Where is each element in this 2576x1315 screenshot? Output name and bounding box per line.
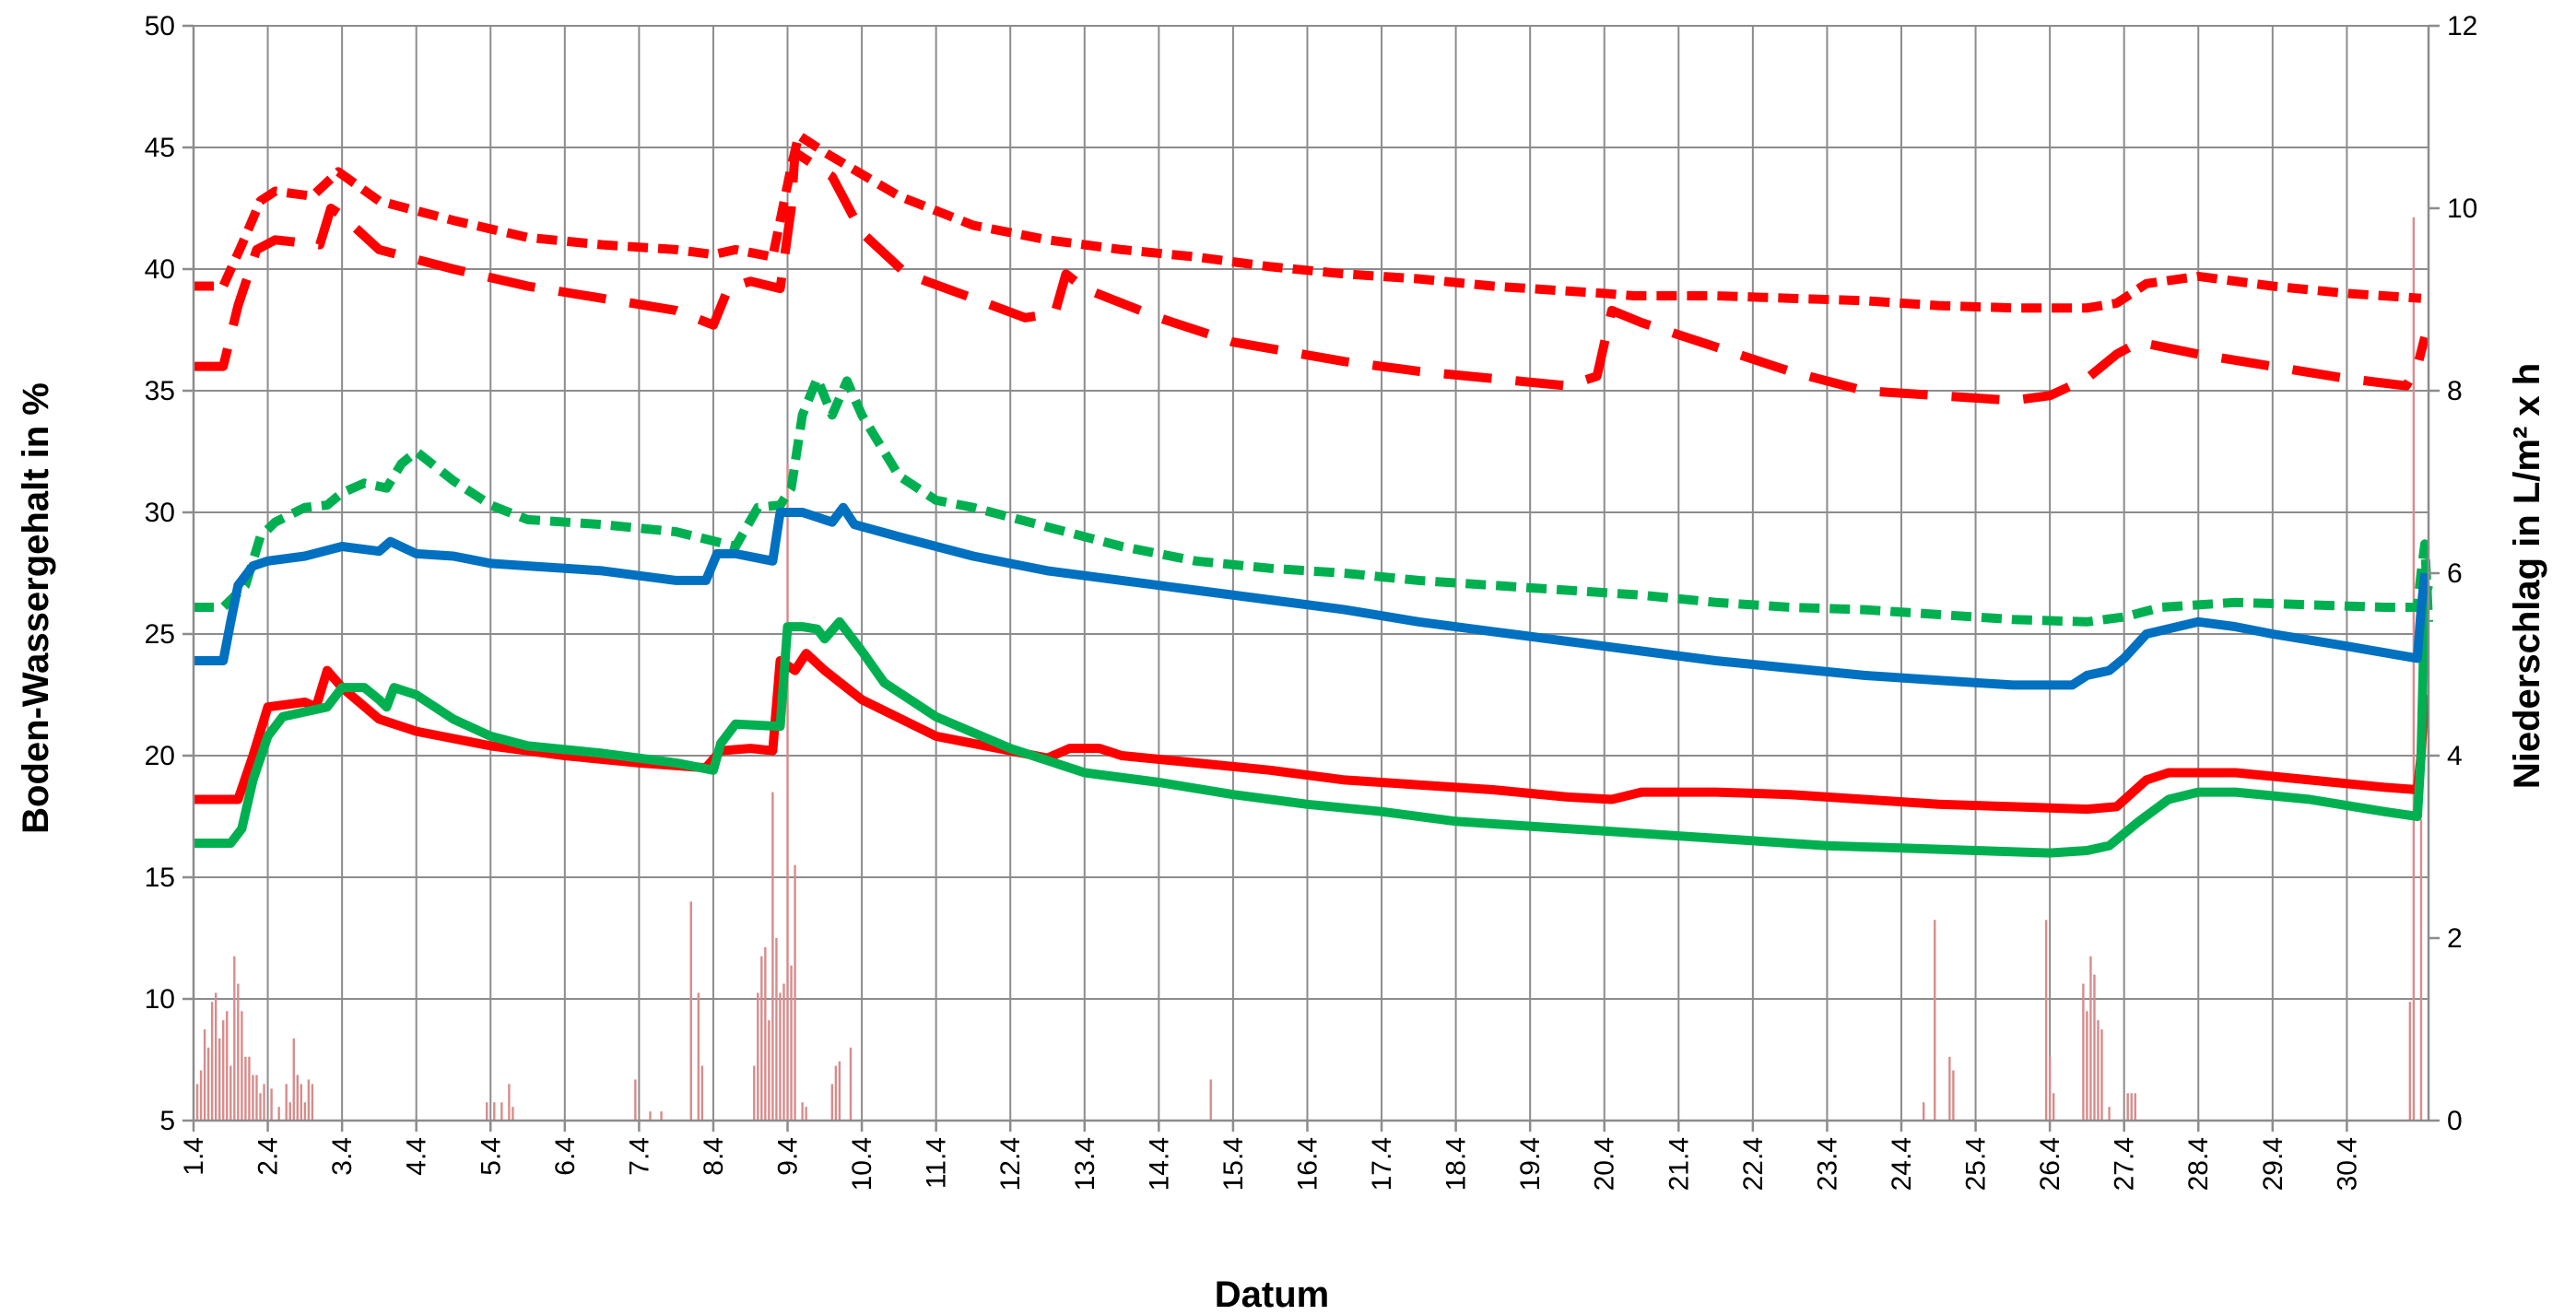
x-tick-label: 29.4	[2258, 1137, 2288, 1191]
y2-tick-label: 6	[2447, 558, 2463, 589]
y2-tick-label: 4	[2447, 741, 2463, 771]
gridlines	[193, 25, 2429, 1121]
series-line-3	[194, 649, 2429, 815]
x-tick-label: 1.4	[179, 1137, 209, 1176]
y-tick-label: 15	[145, 863, 175, 893]
x-tick-label: 23.4	[1812, 1137, 1842, 1191]
x-tick-label: 13.4	[1070, 1137, 1100, 1191]
x-tick-label: 5.4	[476, 1137, 506, 1176]
x-tick-label: 9.4	[773, 1137, 804, 1176]
x-tick-labels: 1.4 2.4 3.4 4.4 5.4 6.4 7.4 8.4 9.4 10.4 11.4 12.4 1…	[179, 1137, 2362, 1191]
x-tick-label: 15.4	[1218, 1137, 1249, 1191]
y2-tick-labels: 0 2 4 6 8 10 12	[2447, 11, 2477, 1136]
y2-tick-label: 0	[2447, 1106, 2463, 1136]
x-tick-label: 20.4	[1590, 1137, 1620, 1191]
y2-tick-label: 2	[2447, 923, 2463, 954]
series-line-6	[194, 502, 2429, 690]
x-tick-label: 17.4	[1367, 1137, 1397, 1191]
x-tick-label: 14.4	[1144, 1137, 1174, 1191]
x-tick-label: 19.4	[1515, 1137, 1546, 1191]
series-line-5	[194, 583, 2433, 858]
y-tick-labels: 5 10 15 20 25 30 35 40 45 50	[145, 11, 175, 1136]
x-tick-label: 27.4	[2110, 1137, 2140, 1191]
x-tick-label: 10.4	[847, 1137, 877, 1191]
x-tick-label: 16.4	[1292, 1137, 1323, 1191]
y-tick-label: 40	[145, 254, 175, 285]
y-tick-label: 50	[145, 11, 175, 41]
y-tick-label: 5	[159, 1106, 175, 1136]
series-line-4	[194, 373, 2433, 627]
y-tick-label: 10	[145, 984, 175, 1015]
y2-axis-title: Niederschlag in L/m² x h	[2507, 363, 2547, 789]
x-tick-label: 8.4	[699, 1137, 729, 1176]
y-tick-label: 45	[145, 133, 175, 163]
y2-tick-label: 8	[2447, 376, 2463, 406]
y2-tick-label: 10	[2447, 194, 2477, 224]
y-tick-label: 30	[145, 498, 175, 528]
x-tick-label: 3.4	[327, 1137, 358, 1176]
x-tick-label: 6.4	[550, 1137, 581, 1176]
y-tick-label: 20	[145, 741, 175, 771]
x-tick-label: 24.4	[1887, 1137, 1917, 1191]
x-tick-label: 21.4	[1664, 1137, 1694, 1191]
axes	[182, 24, 2440, 1132]
y-tick-label: 35	[145, 376, 175, 406]
x-tick-label: 28.4	[2183, 1137, 2214, 1191]
y2-tick-label: 12	[2447, 11, 2477, 41]
x-tick-label: 11.4	[922, 1137, 952, 1189]
precipitation-bars	[195, 217, 2423, 1121]
x-tick-label: 12.4	[995, 1137, 1026, 1191]
y-tick-label: 25	[145, 619, 175, 650]
x-tick-label: 22.4	[1738, 1137, 1769, 1191]
x-tick-label: 18.4	[1441, 1137, 1472, 1191]
x-tick-label: 25.4	[1961, 1137, 1992, 1191]
x-axis-title: Datum	[1215, 1274, 1329, 1315]
x-tick-label: 26.4	[2035, 1137, 2065, 1191]
series-line-2	[194, 147, 2429, 405]
series-lines	[194, 130, 2433, 858]
x-tick-label: 4.4	[402, 1137, 432, 1176]
x-tick-label: 7.4	[624, 1137, 654, 1176]
series-line-1	[194, 130, 2422, 313]
x-tick-label: 2.4	[253, 1137, 284, 1176]
y-axis-title: Boden-Wassergehalt in %	[16, 382, 56, 834]
x-tick-label: 30.4	[2332, 1137, 2362, 1191]
